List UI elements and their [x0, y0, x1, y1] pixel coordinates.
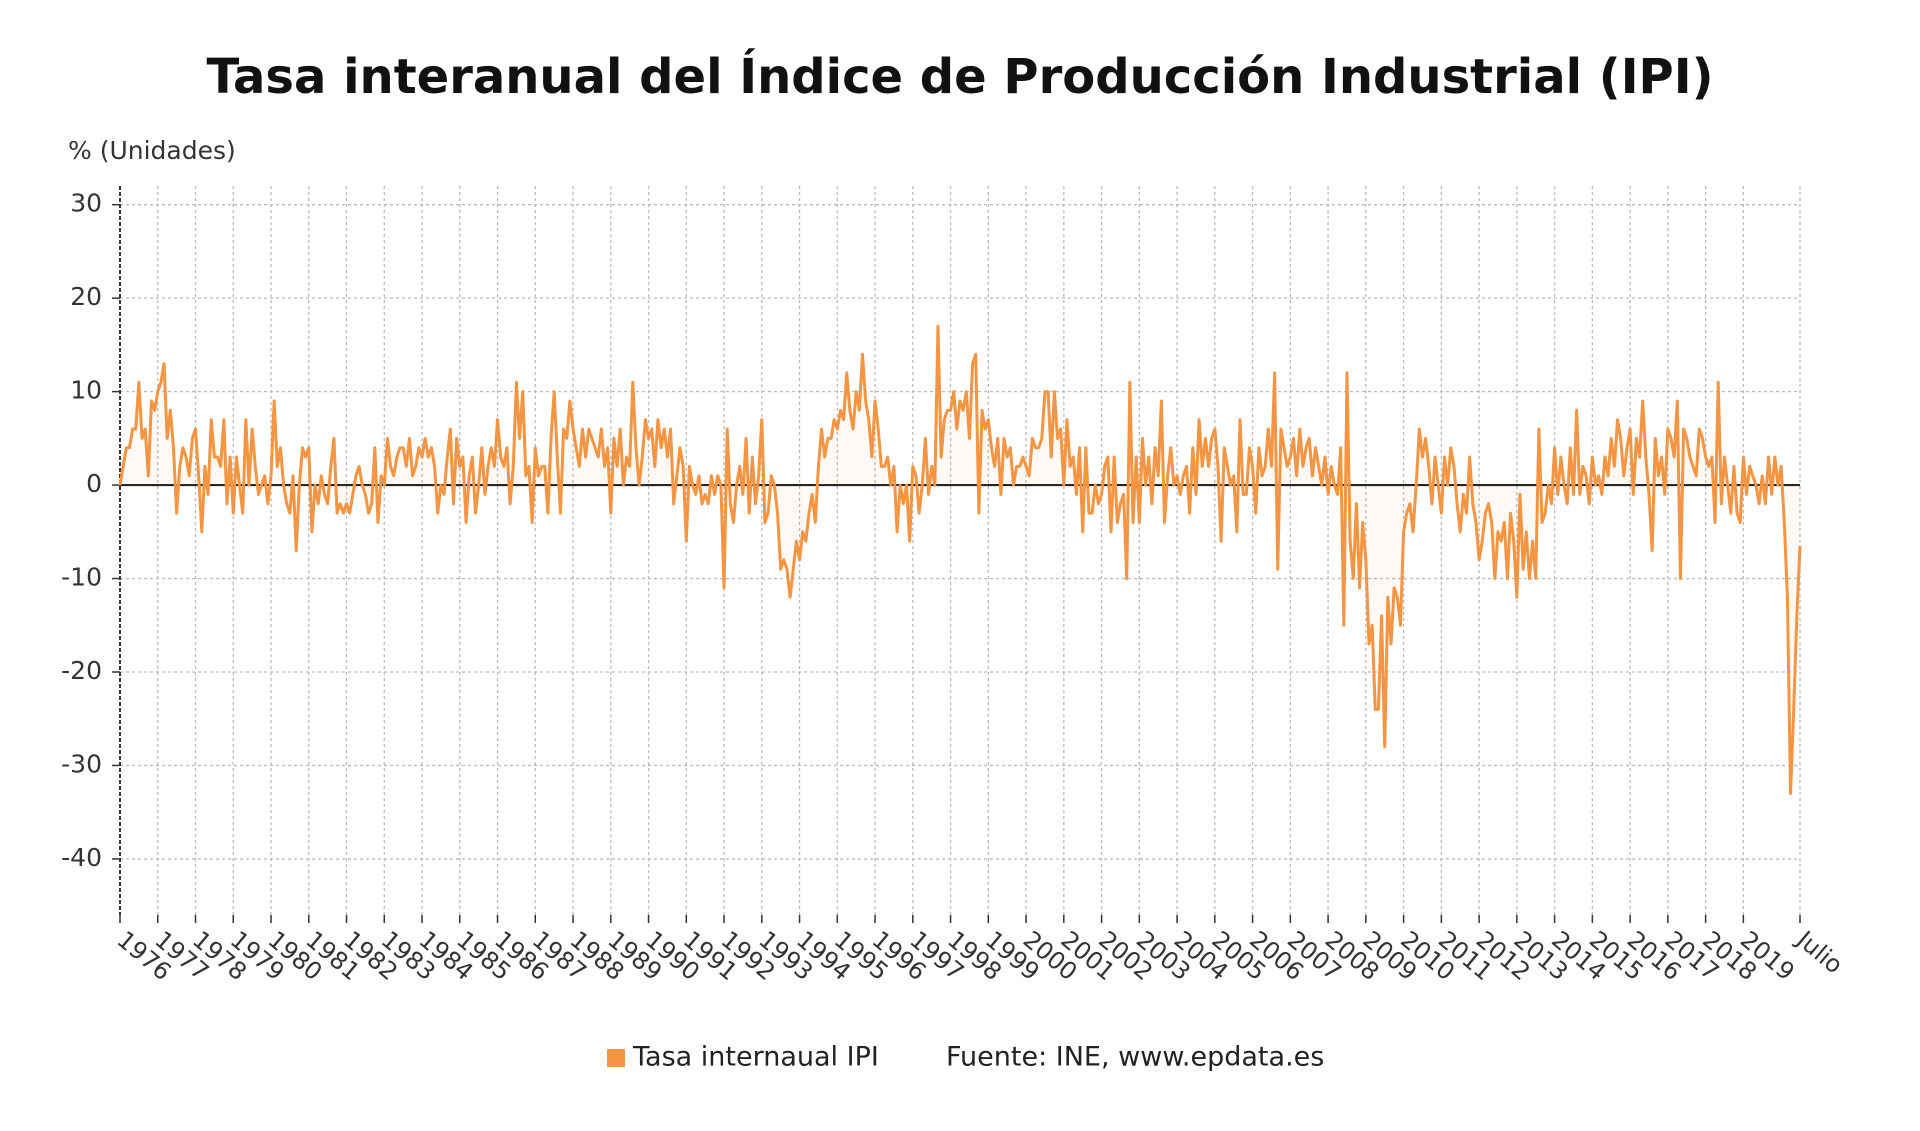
y-tick-label: -10 — [61, 563, 102, 592]
line — [118, 324, 1802, 795]
y-tick-label: 10 — [70, 376, 102, 405]
x-tick-label: Julio — [1790, 924, 1848, 979]
source: Fuente: INE, www.epdata.es — [946, 1042, 1324, 1073]
legend-swatch — [607, 1049, 625, 1067]
legend-label: Tasa internaual IPI — [632, 1042, 879, 1073]
y-tick-label: -40 — [61, 843, 102, 872]
y-tick-label: 20 — [70, 282, 102, 311]
area — [120, 326, 1800, 794]
y-axis-label: % (Unidades) — [68, 136, 236, 165]
chart-title: Tasa interanual del Índice de Producción… — [206, 48, 1713, 105]
y-tick-label: 0 — [86, 469, 102, 498]
y-tick-label: -20 — [61, 656, 102, 685]
y-tick-label: 30 — [70, 189, 102, 218]
y-tick-label: -30 — [61, 749, 102, 778]
